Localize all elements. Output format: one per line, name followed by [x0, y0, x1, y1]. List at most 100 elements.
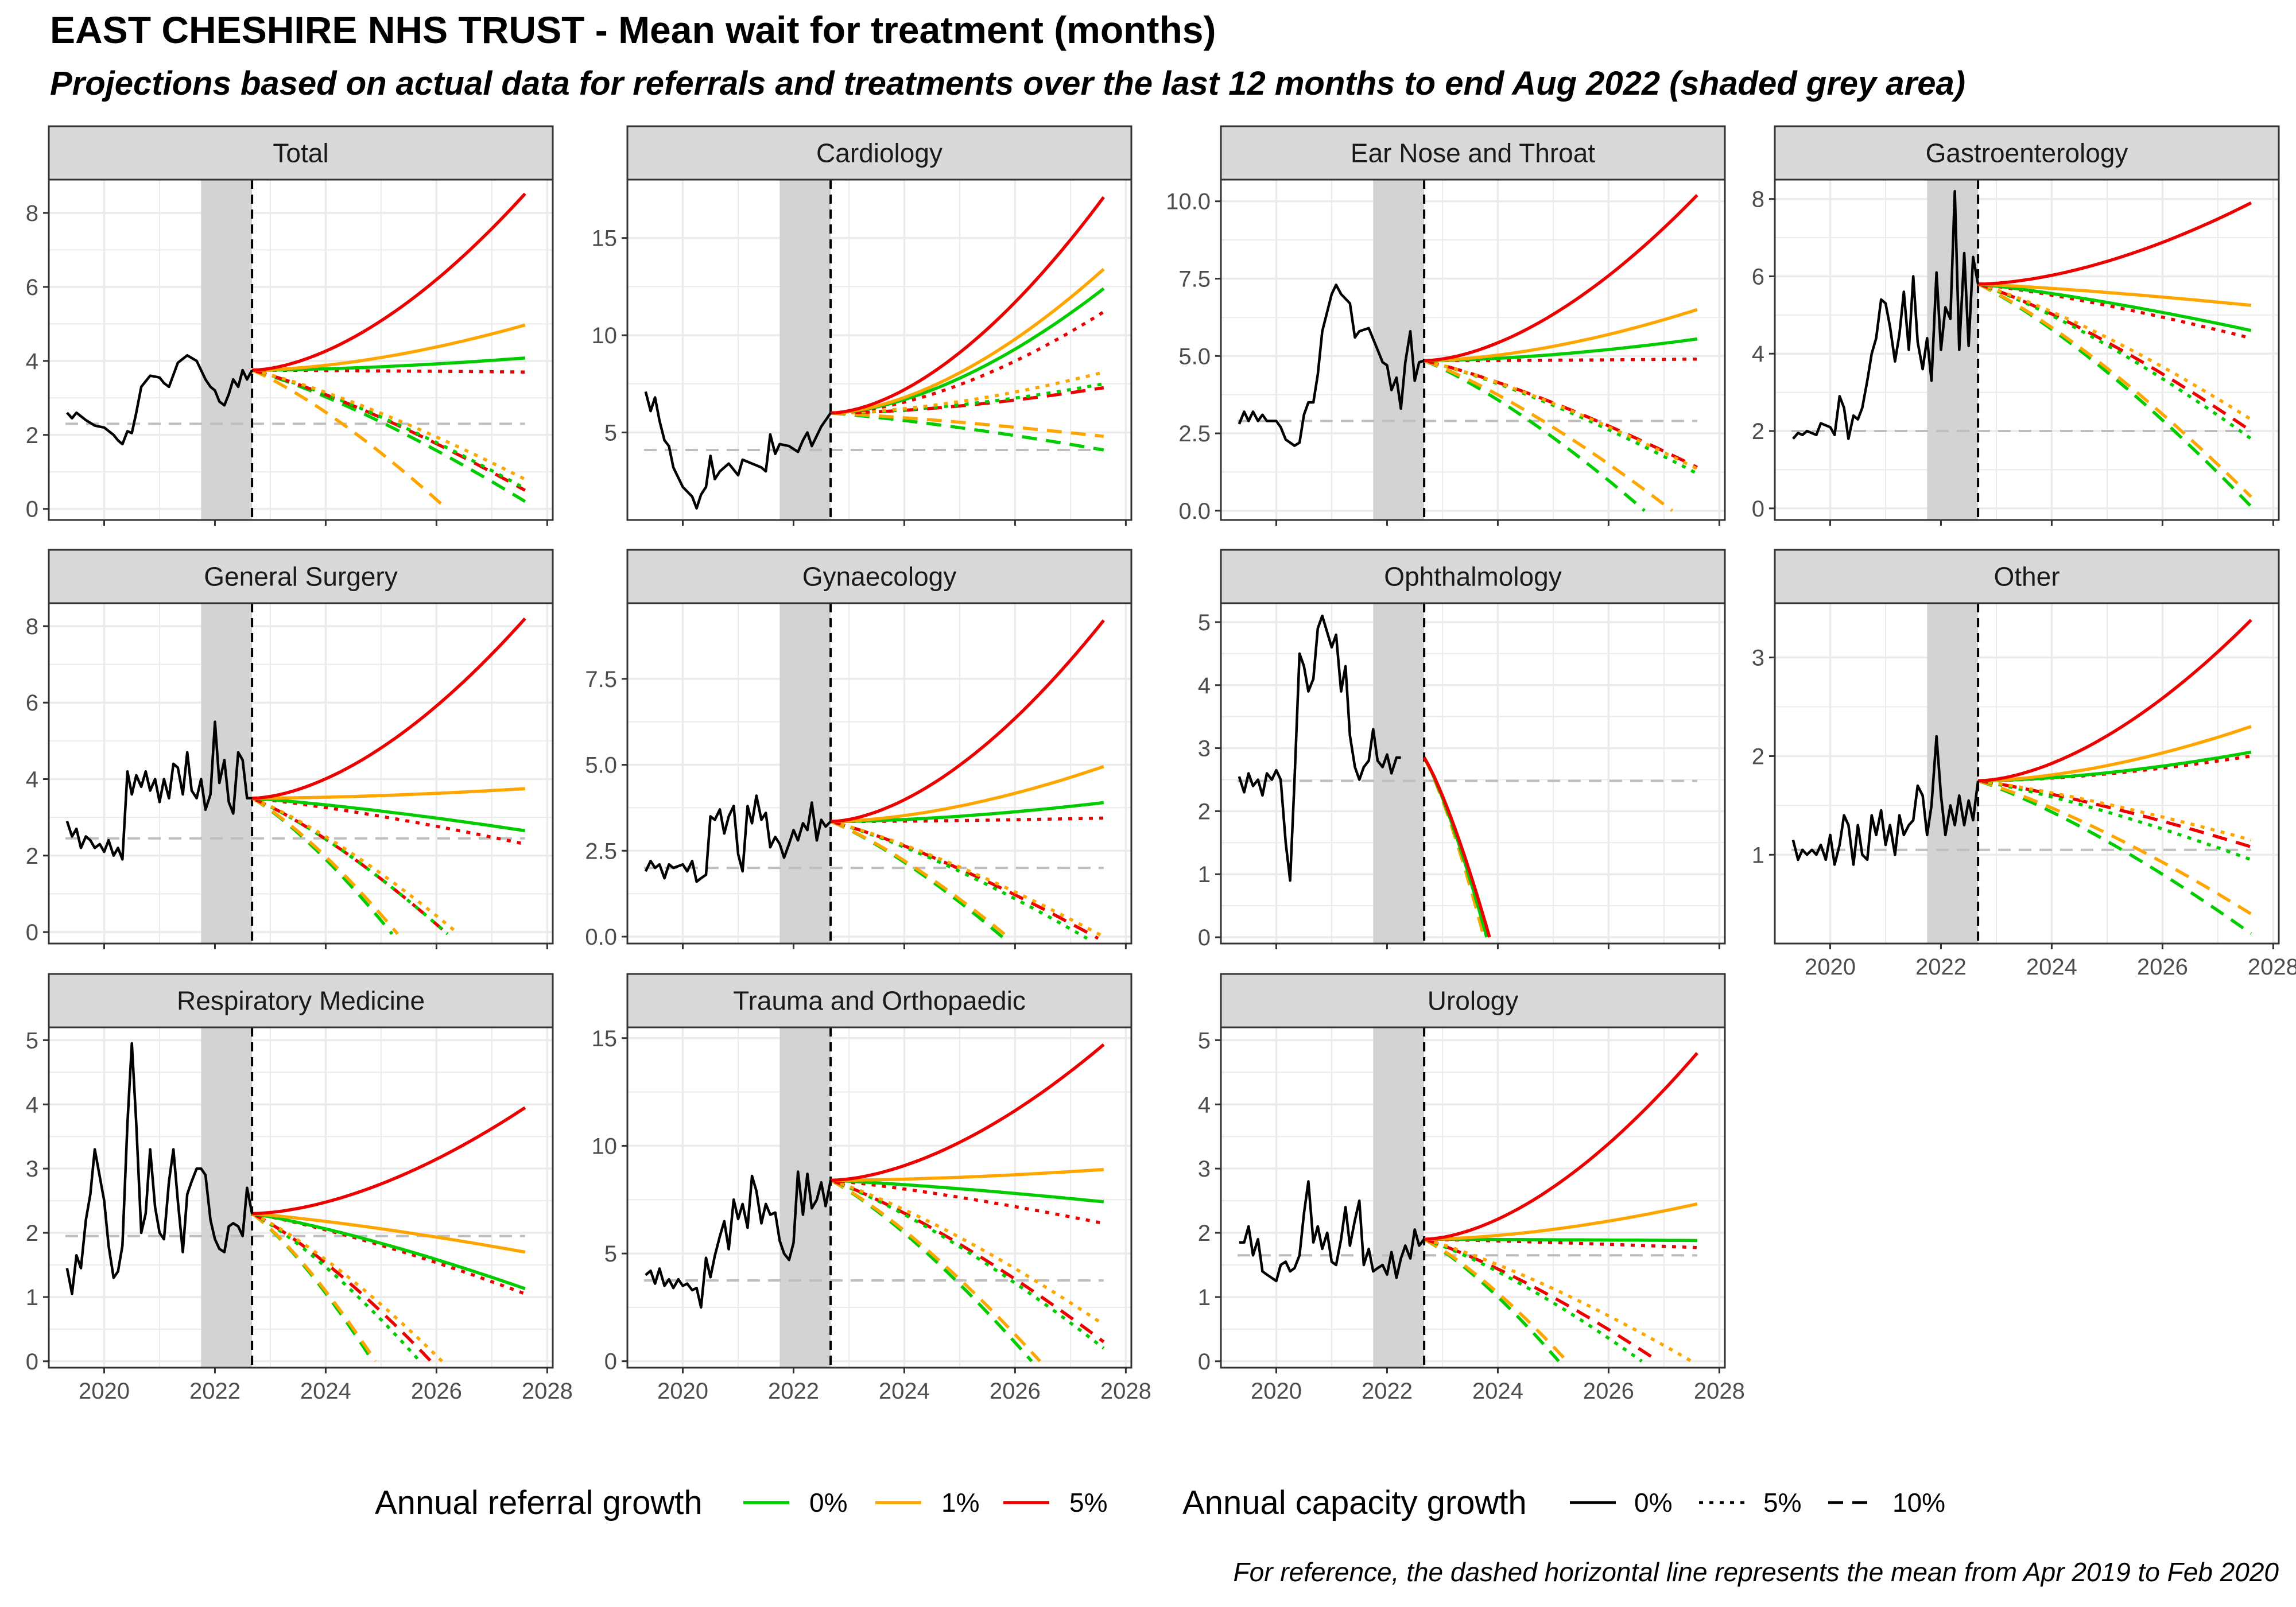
projection-r5-c0: [1977, 619, 2252, 783]
projection-r1-c0: [1424, 308, 1698, 363]
y-tick-label: 10.0: [1166, 189, 1211, 215]
chart-title: EAST CHESHIRE NHS TRUST - Mean wait for …: [50, 9, 1216, 51]
facet-panel: Cardiology 5 10 15: [592, 125, 1133, 526]
y-tick-label: 0.0: [1178, 499, 1211, 524]
legend-title-capacity: Annual capacity growth: [1182, 1484, 1527, 1521]
y-tick-label: 3: [1198, 736, 1211, 762]
actual-wait-line: [644, 391, 832, 510]
y-tick-label: 3: [1752, 646, 1764, 671]
facet-strip: [626, 125, 1133, 181]
projection-r1-c0: [1977, 282, 2252, 307]
projection-r5-c5: [1424, 357, 1697, 363]
projection-r5-c5: [252, 368, 525, 374]
panel-plot-area: [1237, 1027, 1698, 1368]
facet-strip: [1774, 125, 2280, 181]
projection-r0-c0: [251, 1212, 526, 1290]
shaded-period: [1927, 603, 1979, 944]
y-tick-label: 4: [1752, 341, 1764, 367]
y-tick-label: 0: [26, 497, 38, 522]
legend: Annual referral growth 0% 1% 5% Annual capac…: [375, 1484, 1945, 1521]
facet-strip-label: Respiratory Medicine: [177, 986, 425, 1016]
y-tick-label: 6: [26, 690, 38, 716]
panel-background: [49, 180, 553, 520]
y-tick-label: 4: [26, 349, 38, 374]
projection-r5-c0: [830, 196, 1105, 415]
panel-background: [1775, 180, 2279, 520]
projection-r1-c10: [251, 797, 399, 936]
facet-strip-label: Gynaecology: [802, 562, 957, 592]
projection-r1-c10: [251, 368, 449, 511]
x-tick-label: 2022: [768, 1379, 819, 1404]
panel-plot-area: [643, 1027, 1105, 1368]
actual-wait-line: [66, 354, 254, 446]
projection-r0-c0: [1977, 282, 2252, 332]
legend-label-capacity: 10%: [1892, 1488, 1945, 1517]
projection-r5-c5: [1424, 1237, 1697, 1249]
x-tick-label: 2026: [1583, 1379, 1634, 1404]
x-tick-label: 2026: [990, 1379, 1041, 1404]
shaded-period: [1373, 1027, 1425, 1368]
panel-plot-area: [1791, 603, 2252, 944]
projection-r0-c10: [1977, 779, 2252, 936]
x-tick-label: 2024: [1472, 1379, 1523, 1404]
y-tick-label: 1: [1198, 1285, 1211, 1310]
projection-r0-c0: [1424, 1237, 1697, 1243]
y-tick-label: 2: [1752, 419, 1764, 444]
projection-r0-c10: [1424, 359, 1646, 512]
y-tick-label: 2.5: [1178, 421, 1211, 447]
projection-r5-c0: [251, 617, 526, 800]
x-tick-label: 2028: [1694, 1379, 1745, 1404]
projection-r1-c0: [251, 1212, 526, 1254]
y-tick-label: 0: [1752, 496, 1764, 522]
panel-plot-area: [643, 180, 1105, 520]
projection-r0-c0: [830, 1178, 1104, 1204]
facet-strip-label: General Surgery: [204, 562, 398, 592]
projection-r0-c5: [251, 368, 526, 490]
projection-r5-c5: [830, 1178, 1104, 1225]
projection-r0-c5: [251, 1212, 421, 1363]
facet-strip: [48, 125, 554, 181]
projection-r1-c0: [252, 323, 526, 372]
projection-r1-c0: [1978, 725, 2252, 783]
actual-wait-line: [1791, 735, 1980, 866]
y-tick-label: 1: [1752, 843, 1764, 868]
legend-label-referral: 0%: [809, 1488, 847, 1517]
projection-r1-c10: [829, 1179, 1041, 1363]
y-tick-label: 2: [1752, 744, 1764, 769]
facet-strip: [1220, 125, 1726, 181]
projection-r0-c10: [830, 411, 1104, 452]
y-tick-label: 0: [1198, 925, 1211, 950]
y-tick-label: 0: [604, 1349, 617, 1375]
projection-r5-c0: [252, 1106, 526, 1216]
x-tick-label: 2022: [1362, 1379, 1413, 1404]
projection-r1-c5: [831, 370, 1104, 415]
projection-r5-c0: [1424, 194, 1698, 363]
chart-caption: For reference, the dashed horizontal lin…: [1233, 1557, 2279, 1587]
y-tick-label: 2: [1198, 1221, 1211, 1246]
facet-panel: Urology 0 1 2 3 4 5 2020 2022 2024 2026 2028: [1198, 973, 1745, 1404]
y-tick-label: 10: [592, 1134, 618, 1159]
y-tick-label: 3: [26, 1156, 38, 1182]
projection-r5-c0: [251, 192, 526, 372]
x-tick-label: 2022: [1915, 954, 1967, 980]
y-tick-label: 4: [26, 1092, 38, 1117]
facet-strip: [626, 973, 1133, 1028]
actual-wait-line: [1238, 284, 1425, 447]
projection-r5-c10: [1424, 1237, 1659, 1363]
facet-strip-label: Ophthalmology: [1384, 562, 1561, 592]
y-tick-label: 2.5: [585, 839, 617, 864]
facet-strip: [1220, 549, 1726, 604]
facet-panel: Gastroenterology 0 2 4 6 8: [1752, 125, 2280, 526]
projection-r1-c0: [831, 267, 1105, 415]
chart-subtitle: Projections based on actual data for ref…: [50, 65, 1966, 102]
legend-label-capacity: 0%: [1634, 1488, 1672, 1517]
projection-r5-c10: [830, 1178, 1105, 1344]
panel-plot-area: [643, 603, 1105, 944]
facet-panel: General Surgery 0 2 4 6 8: [26, 549, 554, 949]
projection-r0-c0: [251, 797, 526, 833]
x-tick-label: 2026: [411, 1379, 462, 1404]
projection-r5-c0: [1424, 1051, 1698, 1241]
projection-r1-c10: [1977, 282, 2252, 498]
panel-plot-area: [65, 603, 526, 944]
y-tick-label: 0: [26, 920, 38, 945]
